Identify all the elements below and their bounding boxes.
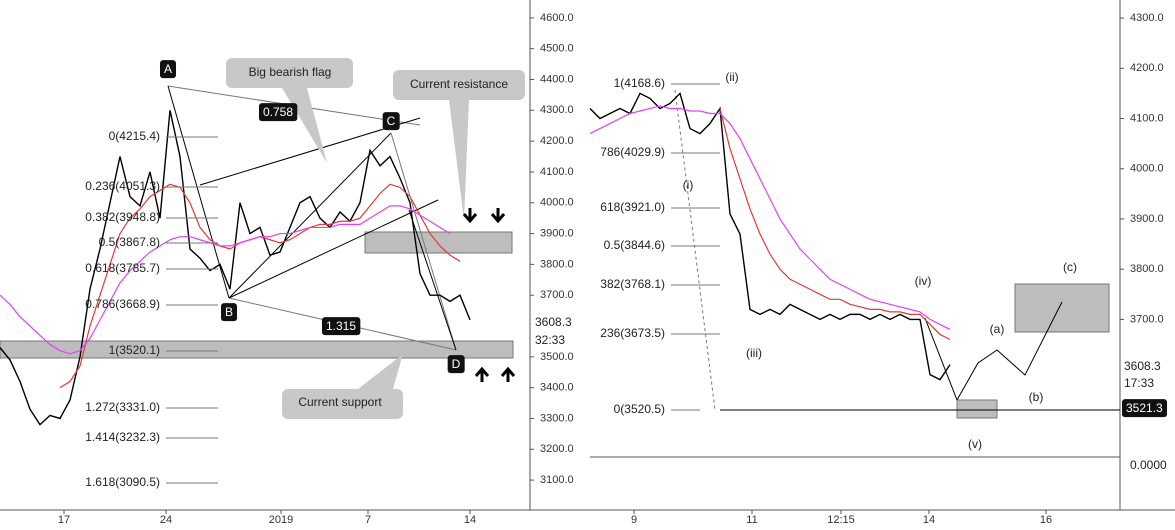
label-badge [1122,399,1168,418]
annotation: Current support [298,395,382,409]
x-tick-label: 12:15 [827,514,855,526]
annotation: Current resistance [410,77,508,91]
annotation: 0.786(3668.9) [85,297,160,311]
y-tick-label: 4300.0 [540,104,574,116]
annotation: B [225,305,233,319]
annotation: (a) [990,322,1005,336]
y-tick-label: 3700.0 [540,289,574,301]
annotation: (iii) [746,346,762,360]
price-line [719,108,951,341]
y-tick-label: 4300.0 [1130,12,1164,24]
annotation: 1.414(3232.3) [85,430,160,444]
annotation: 1(4168.6) [614,76,665,90]
y-tick-label: 4100.0 [1130,112,1164,124]
price-line [0,205,451,355]
y-tick-label: 3300.0 [540,412,574,424]
annotation: (b) [1029,390,1044,404]
annotation: (iv) [915,274,932,288]
annotation: 0.382(3948.8) [85,210,160,224]
annotation: 17:33 [1124,376,1154,390]
annotation: 0.0000 [1130,458,1167,472]
label-badge [159,60,177,79]
annotation: C [387,114,396,128]
y-tick-label: 3800.0 [1130,263,1164,275]
y-tick-label: 4200.0 [540,135,574,147]
label-badge [321,317,361,336]
label-badge [447,355,465,374]
annotation: 3608.3 [535,315,572,329]
annotation: 3521.3 [1126,401,1163,415]
y-tick-label: 4400.0 [540,73,574,85]
annotation: (ii) [725,70,738,84]
x-tick-label: 16 [1040,514,1052,526]
label-badge [220,303,238,322]
annotation: 0.5(3844.6) [604,238,665,252]
y-tick-label: 4200.0 [1130,62,1164,74]
annotation: 236(3673.5) [600,326,665,340]
annotation: (c) [1063,260,1077,274]
y-tick-label: 4600.0 [540,12,574,24]
x-tick-label: 2019 [269,514,293,526]
x-tick-label: 24 [160,514,172,526]
annotation: D [452,357,461,371]
annotation: 0(3520.5) [614,402,665,416]
y-tick-label: 4100.0 [540,166,574,178]
annotation: 3608.3 [1124,359,1161,373]
annotation: 618(3921.0) [600,200,665,214]
price-line [589,92,951,381]
x-tick-label: 14 [464,514,476,526]
annotation: 382(3768.1) [600,277,665,291]
y-tick-label: 3500.0 [540,351,574,363]
annotation: 0.758 [263,105,293,119]
y-tick-label: 3400.0 [540,382,574,394]
y-tick-label: 3900.0 [1130,213,1164,225]
x-tick-label: 17 [58,514,70,526]
y-tick-label: 3800.0 [540,258,574,270]
annotation: 1(3520.1) [109,343,160,357]
annotation: 0.236(4051.3) [85,179,160,193]
x-tick-label: 14 [923,514,935,526]
y-tick-label: 4000.0 [1130,163,1164,175]
annotation: 0.5(3867.8) [99,235,160,249]
annotation: (v) [968,437,982,451]
annotation: 0(4215.4) [109,129,160,143]
y-tick-label: 3900.0 [540,227,574,239]
label-badge [258,103,298,122]
price-line [0,110,471,426]
annotation: 1.618(3090.5) [85,475,160,489]
y-tick-label: 4500.0 [540,43,574,55]
annotation: 0.618(3785.7) [85,261,160,275]
layout [0,0,1175,511]
annotation: 1.272(3331.0) [85,400,160,414]
y-tick-label: 3200.0 [540,443,574,455]
label-badge [382,112,400,131]
y-tick-label: 3700.0 [1130,313,1164,325]
annotation: 786(4029.9) [600,145,665,159]
annotation: 1.315 [326,319,356,333]
annotation: 32:33 [535,333,565,347]
annotation: (i) [683,178,694,192]
y-tick-label: 4000.0 [540,197,574,209]
x-tick-label: 7 [365,514,371,526]
y-tick-label: 3100.0 [540,474,574,486]
annotation: A [164,62,172,76]
price-line [589,105,951,330]
x-tick-label: 11 [746,514,757,526]
annotation: Big bearish flag [249,65,332,79]
x-tick-label: 9 [631,514,637,526]
